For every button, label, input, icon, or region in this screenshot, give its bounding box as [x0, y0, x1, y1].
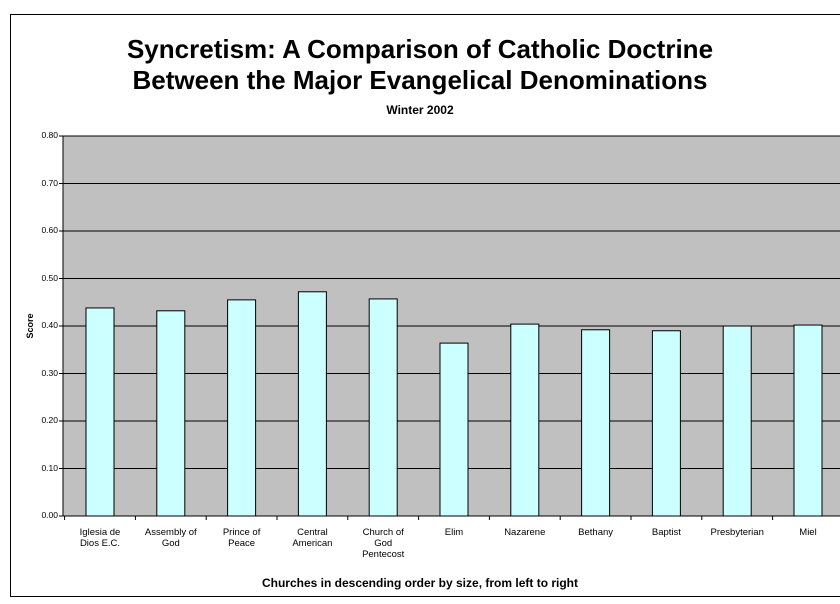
y-tick-label: 0.40	[41, 320, 58, 330]
chart-title: Syncretism: A Comparison of Catholic Doc…	[126, 34, 714, 95]
bar	[439, 342, 469, 517]
x-axis-label: Churches in descending order by size, fr…	[261, 576, 579, 590]
x-tick-label: Iglesia de Dios E.C.	[79, 527, 121, 549]
y-tick-label: 0.80	[41, 130, 58, 140]
bar	[651, 330, 681, 517]
chart-subtitle: Winter 2002	[386, 103, 454, 117]
bar	[227, 299, 257, 517]
bar	[368, 298, 398, 517]
x-tick-label: Baptist	[651, 527, 681, 538]
y-tick-label: 0.30	[41, 367, 58, 378]
bar	[156, 310, 186, 517]
x-tick-label: Presbyterian	[710, 527, 764, 538]
y-tick-label: 0.60	[41, 225, 58, 235]
y-tick-label: 0.70	[41, 177, 58, 188]
x-tick-label: Elim	[444, 527, 464, 538]
bar	[510, 323, 540, 517]
x-tick-label: Assembly of God	[144, 527, 197, 549]
y-tick-label: 0.10	[41, 462, 58, 473]
bar	[581, 329, 611, 517]
x-tick-label: Prince of Peace	[222, 527, 261, 549]
x-tick-label: Nazarene	[504, 527, 546, 538]
x-tick-label: Central American	[292, 527, 333, 549]
bar	[297, 291, 327, 517]
bar	[793, 324, 823, 517]
bar	[85, 307, 115, 517]
y-tick-label: 0.50	[41, 272, 58, 283]
bar	[722, 325, 752, 517]
y-tick-label: 0.20	[41, 415, 58, 425]
x-tick-label: Miel	[799, 527, 817, 538]
x-tick-label: Church of God Pentecost	[362, 527, 405, 560]
x-tick-label: Bethany	[578, 527, 614, 538]
y-tick-label: 0.00	[41, 510, 58, 520]
